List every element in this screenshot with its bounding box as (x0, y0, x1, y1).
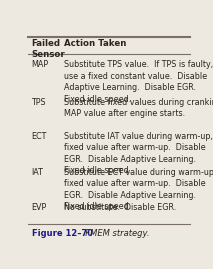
Text: EVP: EVP (32, 203, 47, 212)
Text: FMEM strategy.: FMEM strategy. (80, 229, 150, 238)
Text: Substitute ECT value during warm-up,
fixed value after warm-up.  Disable
EGR.  D: Substitute ECT value during warm-up, fix… (64, 168, 213, 211)
Text: IAT: IAT (32, 168, 43, 177)
Text: Substitute IAT value during warm-up,
fixed value after warm-up.  Disable
EGR.  D: Substitute IAT value during warm-up, fix… (64, 132, 213, 175)
Text: TPS: TPS (32, 98, 46, 107)
Text: Action Taken: Action Taken (64, 39, 126, 48)
Text: No substitute.  Disable EGR.: No substitute. Disable EGR. (64, 203, 176, 212)
Text: Substitute fixed values during cranking,
MAP value after engine starts.: Substitute fixed values during cranking,… (64, 98, 213, 118)
Text: Substitute TPS value.  If TPS is faulty,
use a fixed constant value.  Disable
Ad: Substitute TPS value. If TPS is faulty, … (64, 60, 213, 104)
Text: ECT: ECT (32, 132, 47, 141)
Text: Figure 12–70: Figure 12–70 (32, 229, 93, 238)
Text: Failed
Sensor: Failed Sensor (32, 39, 65, 59)
Text: MAP: MAP (32, 60, 49, 69)
